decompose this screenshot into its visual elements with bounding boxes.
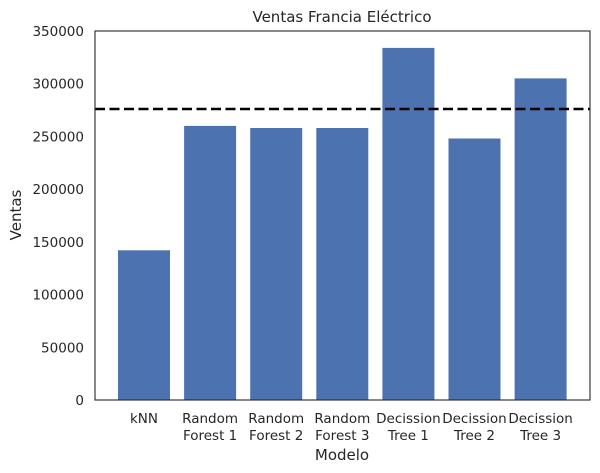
y-tick-label: 50000 [41, 340, 84, 356]
y-tick-label: 250000 [32, 129, 84, 145]
y-tick-label: 200000 [32, 182, 84, 198]
x-tick-label: Random Forest 1 [182, 411, 238, 444]
y-tick-label: 0 [75, 393, 84, 409]
x-tick-label: kNN [130, 411, 158, 427]
bars-group [118, 47, 567, 401]
y-tick-label: 300000 [32, 77, 84, 93]
y-tick-label: 350000 [32, 24, 84, 40]
bar-2 [250, 128, 303, 400]
y-tick-label: 100000 [32, 288, 84, 304]
bar-6 [514, 78, 567, 401]
bar-5 [448, 138, 501, 400]
bar-4 [382, 47, 435, 401]
x-axis-ticks: kNN Random Forest 1 Random Forest 2 Random For… [130, 411, 573, 444]
y-axis-title: Ventas [7, 189, 25, 240]
bar-1 [184, 125, 237, 401]
bar-3 [316, 128, 369, 400]
y-tick-label: 150000 [32, 235, 84, 251]
x-tick-label: Decission Tree 3 [508, 411, 573, 444]
chart-title: Ventas Francia Eléctrico [252, 8, 431, 26]
y-axis-ticks: 0 50000 100000 150000 200000 250000 300000 3500… [32, 24, 84, 409]
bar-0 [118, 250, 170, 400]
x-axis-title: Modelo [315, 446, 369, 464]
x-tick-label: Random Forest 2 [248, 411, 304, 444]
x-tick-label: Random Forest 3 [314, 411, 370, 444]
plot-frame [94, 30, 591, 401]
x-tick-label: Decission Tree 1 [376, 411, 441, 444]
x-tick-label: Decission Tree 2 [442, 411, 507, 444]
